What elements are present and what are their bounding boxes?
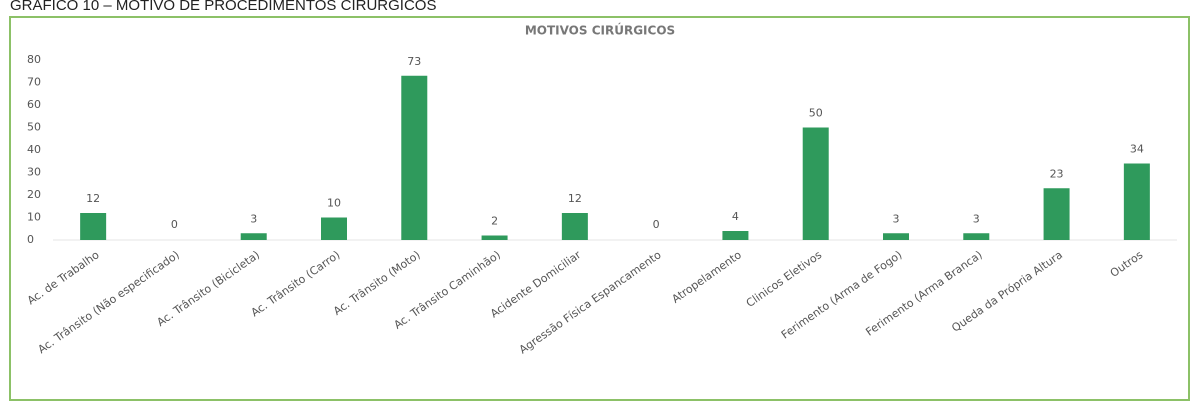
y-tick-label: 40	[27, 143, 41, 156]
value-label: 34	[1130, 143, 1144, 156]
y-tick-label: 80	[27, 53, 41, 66]
value-label: 2	[491, 215, 498, 228]
value-label: 0	[653, 218, 660, 231]
y-tick-label: 30	[27, 166, 41, 179]
value-label: 3	[893, 212, 900, 225]
y-tick-label: 10	[27, 211, 41, 224]
value-label: 3	[973, 212, 980, 225]
value-label: 0	[171, 218, 178, 231]
value-label: 4	[732, 210, 739, 223]
bar	[321, 217, 347, 240]
chart-frame	[9, 16, 1190, 401]
bar	[802, 127, 829, 240]
value-label: 12	[86, 192, 100, 205]
value-label: 12	[568, 192, 582, 205]
bar	[1043, 188, 1070, 240]
bar	[240, 233, 267, 240]
bar	[80, 213, 107, 240]
bar	[963, 233, 990, 240]
bar	[1123, 163, 1150, 240]
value-label: 3	[250, 212, 257, 225]
bar	[722, 231, 749, 240]
bar	[401, 75, 428, 240]
value-label: 73	[407, 55, 421, 68]
chart-title: MOTIVOS CIRÚRGICOS	[525, 23, 675, 38]
value-label: 23	[1050, 167, 1064, 180]
value-label: 50	[809, 107, 823, 120]
y-tick-label: 60	[27, 98, 41, 111]
value-label: 10	[327, 197, 341, 210]
y-tick-label: 0	[27, 233, 34, 246]
bar	[561, 213, 588, 240]
y-tick-label: 70	[27, 76, 41, 89]
y-tick-label: 50	[27, 121, 41, 134]
y-tick-label: 20	[27, 188, 41, 201]
page-heading: GRÁFICO 10 – MOTIVO DE PROCEDIMENTOS CIR…	[10, 0, 436, 14]
bar	[481, 235, 508, 240]
bar	[883, 233, 909, 240]
